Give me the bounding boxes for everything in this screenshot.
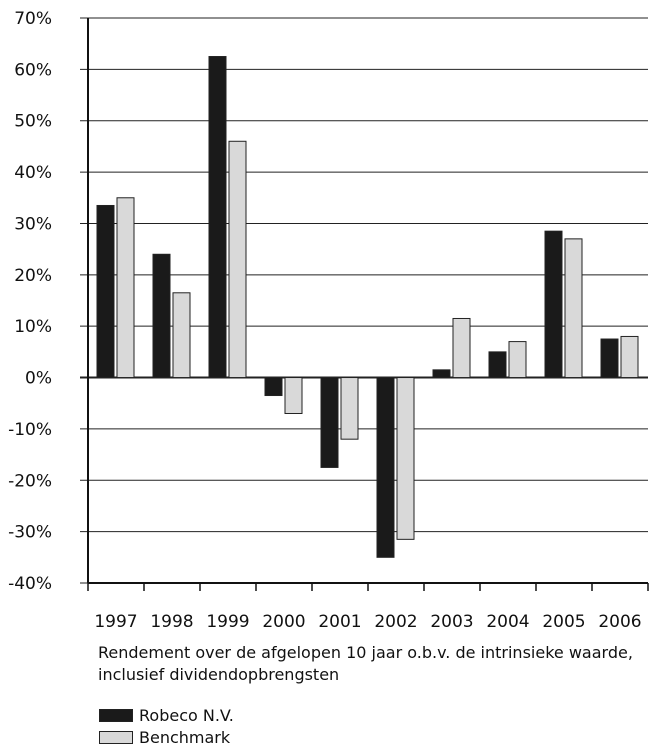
caption-line-2: inclusief dividendopbrengsten <box>98 665 340 684</box>
y-tick-label: 40% <box>14 163 52 183</box>
chart-caption: Rendement over de afgelopen 10 jaar o.b.… <box>98 642 648 686</box>
x-tick-label: 1998 <box>150 612 193 632</box>
legend-swatch-benchmark <box>99 730 133 744</box>
y-tick-label: 50% <box>14 112 52 132</box>
x-tick-label: 2004 <box>486 612 529 632</box>
legend-item-benchmark: Benchmark <box>99 726 234 748</box>
bar-benchmark-1999 <box>228 140 247 379</box>
x-tick-label: 1997 <box>94 612 137 632</box>
bar-benchmark-2003 <box>452 317 471 379</box>
y-tick-label: 0% <box>25 369 52 389</box>
bar-benchmark-2004 <box>508 341 527 379</box>
bar-benchmark-2000 <box>284 377 303 414</box>
legend-swatch-robeco <box>99 708 133 722</box>
y-tick-label: 30% <box>14 214 52 234</box>
bar-chart: 70%60%50%40%30%20%10%0%-10%-20%-30%-40% … <box>8 9 649 632</box>
y-tick-label: 10% <box>14 317 52 337</box>
bar-robeco-n-v-2006 <box>600 338 619 379</box>
bar-robeco-n-v-2005 <box>544 230 563 379</box>
legend-item-robeco: Robeco N.V. <box>99 704 234 726</box>
bar-robeco-n-v-2000 <box>264 377 283 397</box>
x-tick-label: 1999 <box>206 612 249 632</box>
x-tick-label: 2001 <box>318 612 361 632</box>
bar-robeco-n-v-1998 <box>152 253 171 379</box>
legend-label-benchmark: Benchmark <box>139 727 231 747</box>
y-tick-label: -20% <box>8 471 52 491</box>
bar-benchmark-2002 <box>396 377 415 540</box>
y-tick-label: -10% <box>8 420 52 440</box>
bar-benchmark-1998 <box>172 292 191 379</box>
bar-robeco-n-v-2002 <box>376 377 395 558</box>
y-tick-label: -30% <box>8 523 52 543</box>
x-tick-label: 2002 <box>374 612 417 632</box>
bar-robeco-n-v-2004 <box>488 351 507 379</box>
bar-benchmark-2005 <box>564 238 583 379</box>
y-tick-label: 20% <box>14 266 52 286</box>
y-tick-label: -40% <box>8 574 52 594</box>
axes <box>87 18 649 591</box>
y-tick-labels: 70% 60% 50% 40% 30% 20% 10% 0% -10% -20% -30% -40% <box>8 9 52 594</box>
legend: Robeco N.V. Benchmark <box>99 704 234 748</box>
bar-benchmark-2001 <box>340 377 359 440</box>
bar-robeco-n-v-1999 <box>208 56 227 379</box>
bars <box>96 56 639 558</box>
bar-benchmark-1997 <box>116 197 135 379</box>
bar-robeco-n-v-2003 <box>432 369 451 379</box>
y-tick-label: 60% <box>14 60 52 80</box>
bar-benchmark-2006 <box>620 335 639 379</box>
y-tick-label: 70% <box>14 9 52 29</box>
x-tick-label: 2000 <box>262 612 305 632</box>
caption-line-1: Rendement over de afgelopen 10 jaar o.b.… <box>98 643 633 662</box>
x-tick-label: 2006 <box>598 612 641 632</box>
bar-robeco-n-v-2001 <box>320 377 339 468</box>
legend-label-robeco: Robeco N.V. <box>139 705 234 725</box>
x-tick-labels: 1997 1998 1999 2000 2001 2002 2003 2004 2005 2006 <box>94 612 641 632</box>
bar-robeco-n-v-1997 <box>96 204 115 379</box>
x-tick-label: 2003 <box>430 612 473 632</box>
x-tick-label: 2005 <box>542 612 585 632</box>
